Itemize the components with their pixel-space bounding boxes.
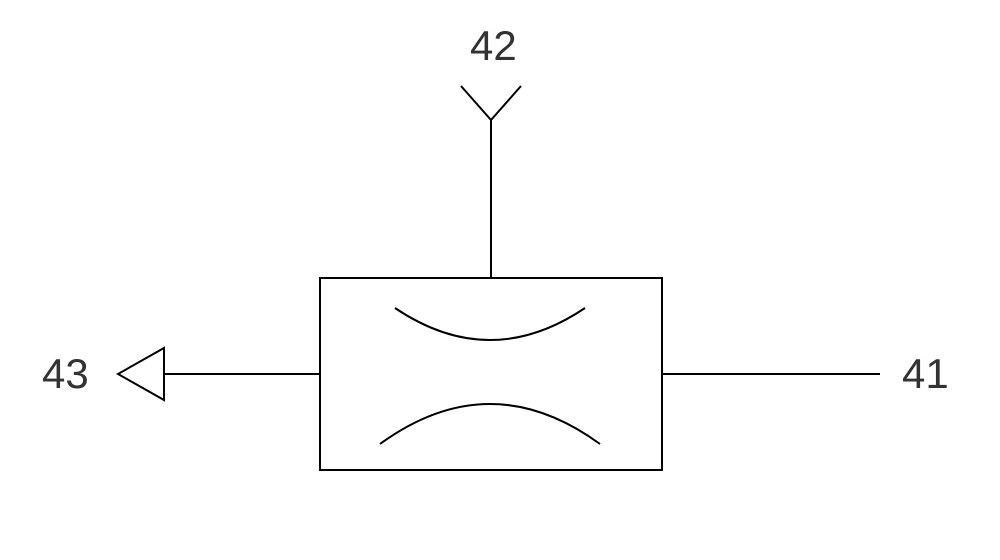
- schematic-diagram: [0, 0, 1000, 560]
- top-arc: [395, 308, 585, 340]
- label-right: 41: [902, 350, 949, 398]
- bottom-arc: [380, 404, 600, 444]
- main-box: [320, 278, 662, 470]
- arrow-left-head-icon: [118, 348, 164, 400]
- antenna-v-left: [461, 86, 491, 120]
- antenna-v-right: [491, 86, 521, 120]
- label-left: 43: [42, 350, 89, 398]
- label-top: 42: [470, 22, 517, 70]
